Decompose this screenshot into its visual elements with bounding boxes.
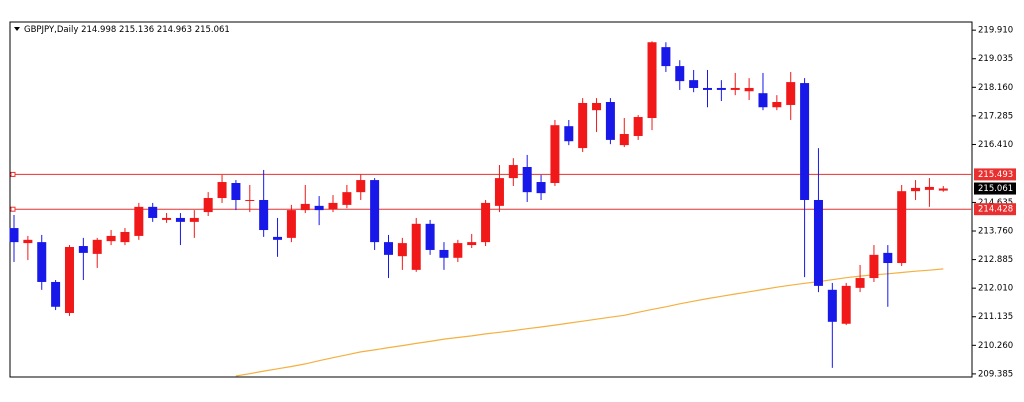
y-tick-label: 219.035 — [978, 54, 1013, 64]
candle-body — [661, 47, 671, 67]
candle-body — [342, 192, 352, 205]
candle-body — [314, 205, 324, 211]
close-value: 215.061 — [195, 25, 230, 35]
candle-body — [508, 165, 518, 179]
level-label: 215.493 — [978, 170, 1013, 180]
candle-body — [619, 134, 629, 146]
candle-body — [758, 93, 768, 108]
y-tick-label: 211.135 — [978, 312, 1013, 322]
candle-body — [716, 87, 726, 90]
moving-average — [235, 268, 944, 377]
candle-body — [633, 117, 643, 136]
candle-body — [300, 203, 310, 211]
y-tick-label: 219.910 — [978, 26, 1013, 36]
candle-body — [425, 223, 435, 250]
candle-body — [605, 102, 615, 140]
y-tick-label: 212.885 — [978, 255, 1013, 265]
candle-body — [592, 102, 602, 111]
candle-body — [328, 202, 338, 210]
y-tick-label: 210.260 — [978, 341, 1013, 351]
candle-body — [439, 249, 449, 258]
candle-body — [911, 187, 921, 192]
candle-body — [675, 66, 685, 82]
candle-body — [481, 202, 491, 243]
candle-body — [259, 199, 269, 231]
candle-body — [494, 178, 504, 206]
candle-body — [800, 83, 810, 200]
level-handle — [10, 171, 16, 177]
candle-body — [383, 242, 393, 255]
symbol: GBPJPY,Daily — [24, 25, 78, 35]
y-tick-label: 212.010 — [978, 284, 1013, 294]
chart-header: GBPJPY,Daily 214.998 215.136 214.963 215… — [24, 25, 230, 35]
candle-body — [855, 278, 865, 288]
candle-body — [883, 252, 893, 264]
candle-body — [175, 217, 185, 222]
candle-body — [453, 243, 463, 258]
candle-body — [286, 210, 296, 238]
candle-body — [273, 236, 283, 240]
candle-body — [841, 285, 851, 324]
candle-body — [106, 235, 116, 242]
candle-body — [92, 239, 102, 254]
open-value: 214.998 — [81, 25, 116, 35]
candle-body — [64, 247, 74, 313]
menu-arrow — [14, 27, 20, 31]
candle-body — [245, 199, 255, 201]
candle-body — [550, 125, 560, 184]
y-tick-label: 217.285 — [978, 111, 1013, 121]
y-tick-label: 218.160 — [978, 83, 1013, 93]
candle-body — [120, 231, 130, 243]
candle-body — [730, 87, 740, 90]
candle-body — [772, 102, 782, 108]
candle-body — [356, 180, 366, 193]
candle-body — [703, 87, 712, 90]
candle-body — [162, 217, 172, 220]
y-tick-label: 214.635 — [978, 198, 1013, 208]
y-tick-label: 209.385 — [978, 369, 1013, 379]
candle-body — [924, 186, 934, 190]
level-label-box — [974, 203, 1016, 216]
candle-body — [411, 223, 421, 270]
candle-body — [397, 243, 407, 257]
high-value: 215.136 — [119, 25, 154, 35]
price-label: 215.061 — [978, 184, 1013, 194]
candle-body — [564, 126, 574, 142]
y-tick-label: 216.410 — [978, 140, 1013, 150]
candle-body — [9, 228, 19, 243]
level-label: 214.428 — [978, 205, 1013, 215]
candle-body — [203, 198, 213, 213]
candle-body — [23, 239, 33, 244]
candle-body — [744, 87, 754, 92]
candle-body — [897, 191, 907, 264]
candle-body — [786, 82, 796, 105]
low-value: 214.963 — [157, 25, 192, 35]
candle-body — [827, 289, 837, 322]
candle-body — [869, 254, 879, 279]
candle-body — [938, 188, 948, 191]
candle-body — [78, 246, 88, 253]
candle-body — [231, 183, 241, 200]
level-label-box — [974, 168, 1016, 181]
candle-body — [51, 281, 61, 307]
candle-body — [217, 182, 227, 199]
plot-frame — [9, 21, 973, 378]
candle-body — [148, 206, 158, 218]
candle-body — [689, 80, 699, 88]
candle-body — [189, 217, 199, 222]
price-label-box — [974, 182, 1016, 195]
candle-body — [134, 206, 144, 236]
candle-body — [647, 42, 657, 119]
candle-body — [522, 167, 532, 193]
y-tick-label: 213.760 — [978, 227, 1013, 237]
candle-body — [578, 102, 588, 149]
candle-body — [536, 182, 546, 194]
candle-body — [813, 199, 823, 286]
candle-body — [37, 242, 47, 282]
candle-body — [467, 242, 477, 246]
candle-body — [370, 180, 380, 243]
level-handle — [10, 206, 16, 212]
